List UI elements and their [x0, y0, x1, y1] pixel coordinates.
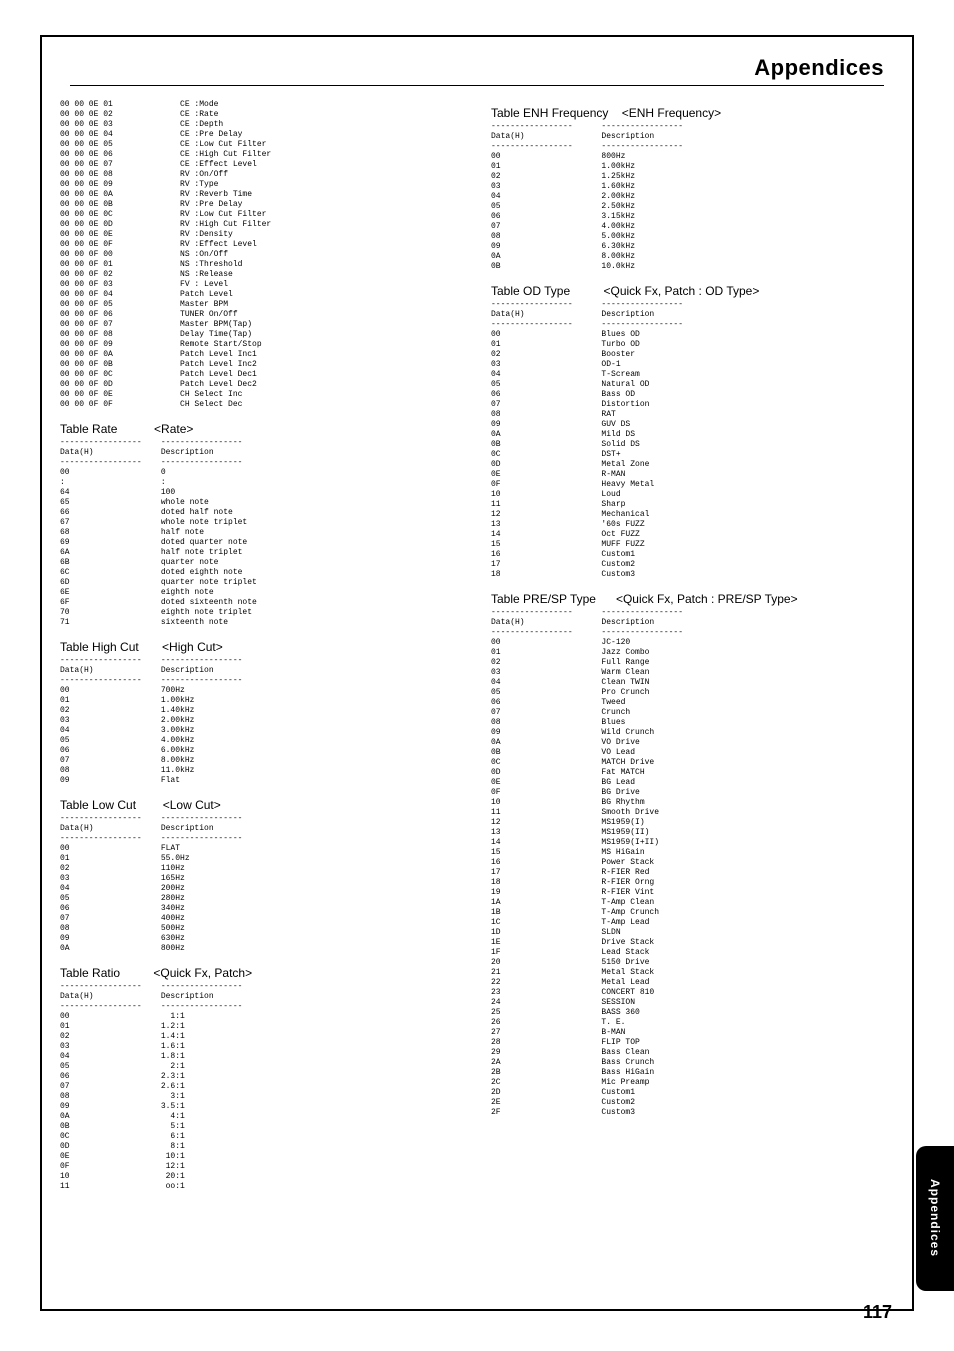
side-tab: Appendices	[916, 1146, 954, 1291]
page-border	[40, 35, 914, 1311]
page-number: 117	[863, 1302, 892, 1323]
